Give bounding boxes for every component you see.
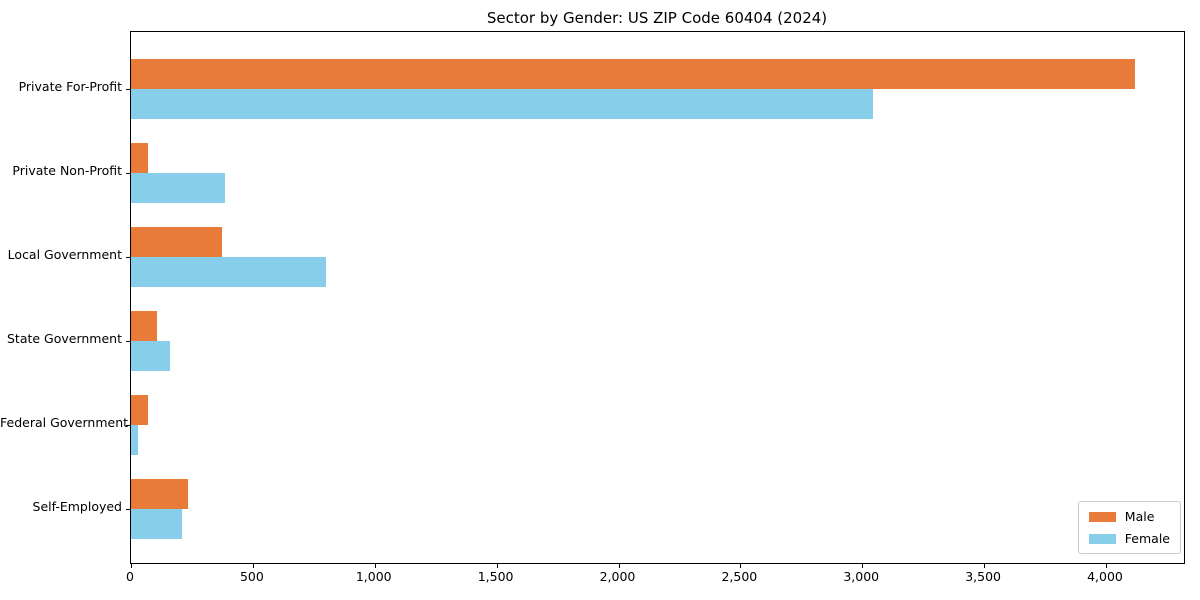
legend-row-male: Male (1088, 509, 1170, 524)
x-tick-label-4-000: 4,000 (1087, 569, 1123, 584)
x-tick (862, 563, 864, 568)
bar-group-private-non-profit (131, 142, 1184, 203)
bar-group-local-government (131, 226, 1184, 287)
y-tick (126, 424, 131, 426)
y-tick (126, 172, 131, 174)
bar-group-federal-government (131, 394, 1184, 455)
legend-label-male: Male (1124, 509, 1155, 524)
x-tick-label-3-000: 3,000 (843, 569, 880, 584)
x-tick (496, 563, 498, 568)
bar-female-state-government (131, 340, 170, 371)
bar-male-state-government (131, 310, 157, 341)
x-tick-label-1-500: 1,500 (477, 569, 514, 584)
bar-male-private-for-profit (131, 58, 1136, 89)
x-tick (1106, 563, 1107, 568)
bar-female-self-employed (131, 508, 183, 539)
category-label-self-employed: Self-Employed (32, 498, 122, 514)
bar-male-private-non-profit (131, 142, 149, 173)
bar-group-state-government (131, 310, 1184, 371)
legend-label-female: Female (1124, 531, 1170, 546)
x-tick-label-3-500: 3,500 (965, 569, 1002, 584)
x-tick (374, 563, 376, 568)
x-tick (252, 563, 254, 568)
plot-area: Male Female (126, 31, 1185, 568)
x-tick (131, 563, 132, 568)
category-label-federal-government: Federal Government (0, 414, 129, 430)
bar-female-private-for-profit (131, 88, 874, 119)
legend-swatch-male (1088, 511, 1116, 522)
category-label-private-for-profit: Private For-Profit (18, 78, 122, 94)
x-tick-label-1-000: 1,000 (355, 569, 392, 584)
bar-female-local-government (131, 256, 326, 287)
bar-group-private-for-profit (131, 58, 1184, 119)
bar-male-self-employed (131, 478, 189, 509)
y-tick (126, 256, 131, 258)
x-tick (618, 563, 620, 568)
category-label-private-non-profit: Private Non-Profit (12, 162, 122, 178)
legend-row-female: Female (1088, 531, 1170, 546)
chart-title: Sector by Gender: US ZIP Code 60404 (202… (486, 9, 828, 27)
x-tick (740, 563, 742, 568)
x-tick-label-500: 500 (239, 569, 264, 584)
bar-male-federal-government (131, 394, 149, 425)
bar-male-local-government (131, 226, 223, 257)
y-tick (126, 88, 131, 90)
x-tick (984, 563, 986, 568)
bar-female-federal-government (131, 424, 139, 455)
x-tick-label-0: 0 (126, 569, 134, 584)
legend-swatch-female (1088, 533, 1116, 544)
x-tick-label-2-500: 2,500 (721, 569, 758, 584)
legend: Male Female (1077, 501, 1181, 554)
bar-group-self-employed (131, 478, 1184, 539)
y-tick (126, 508, 131, 510)
category-label-local-government: Local Government (7, 246, 122, 262)
bar-female-private-non-profit (131, 172, 225, 203)
category-label-state-government: State Government (6, 330, 122, 346)
x-tick-label-2-000: 2,000 (599, 569, 636, 584)
y-tick (126, 340, 131, 342)
